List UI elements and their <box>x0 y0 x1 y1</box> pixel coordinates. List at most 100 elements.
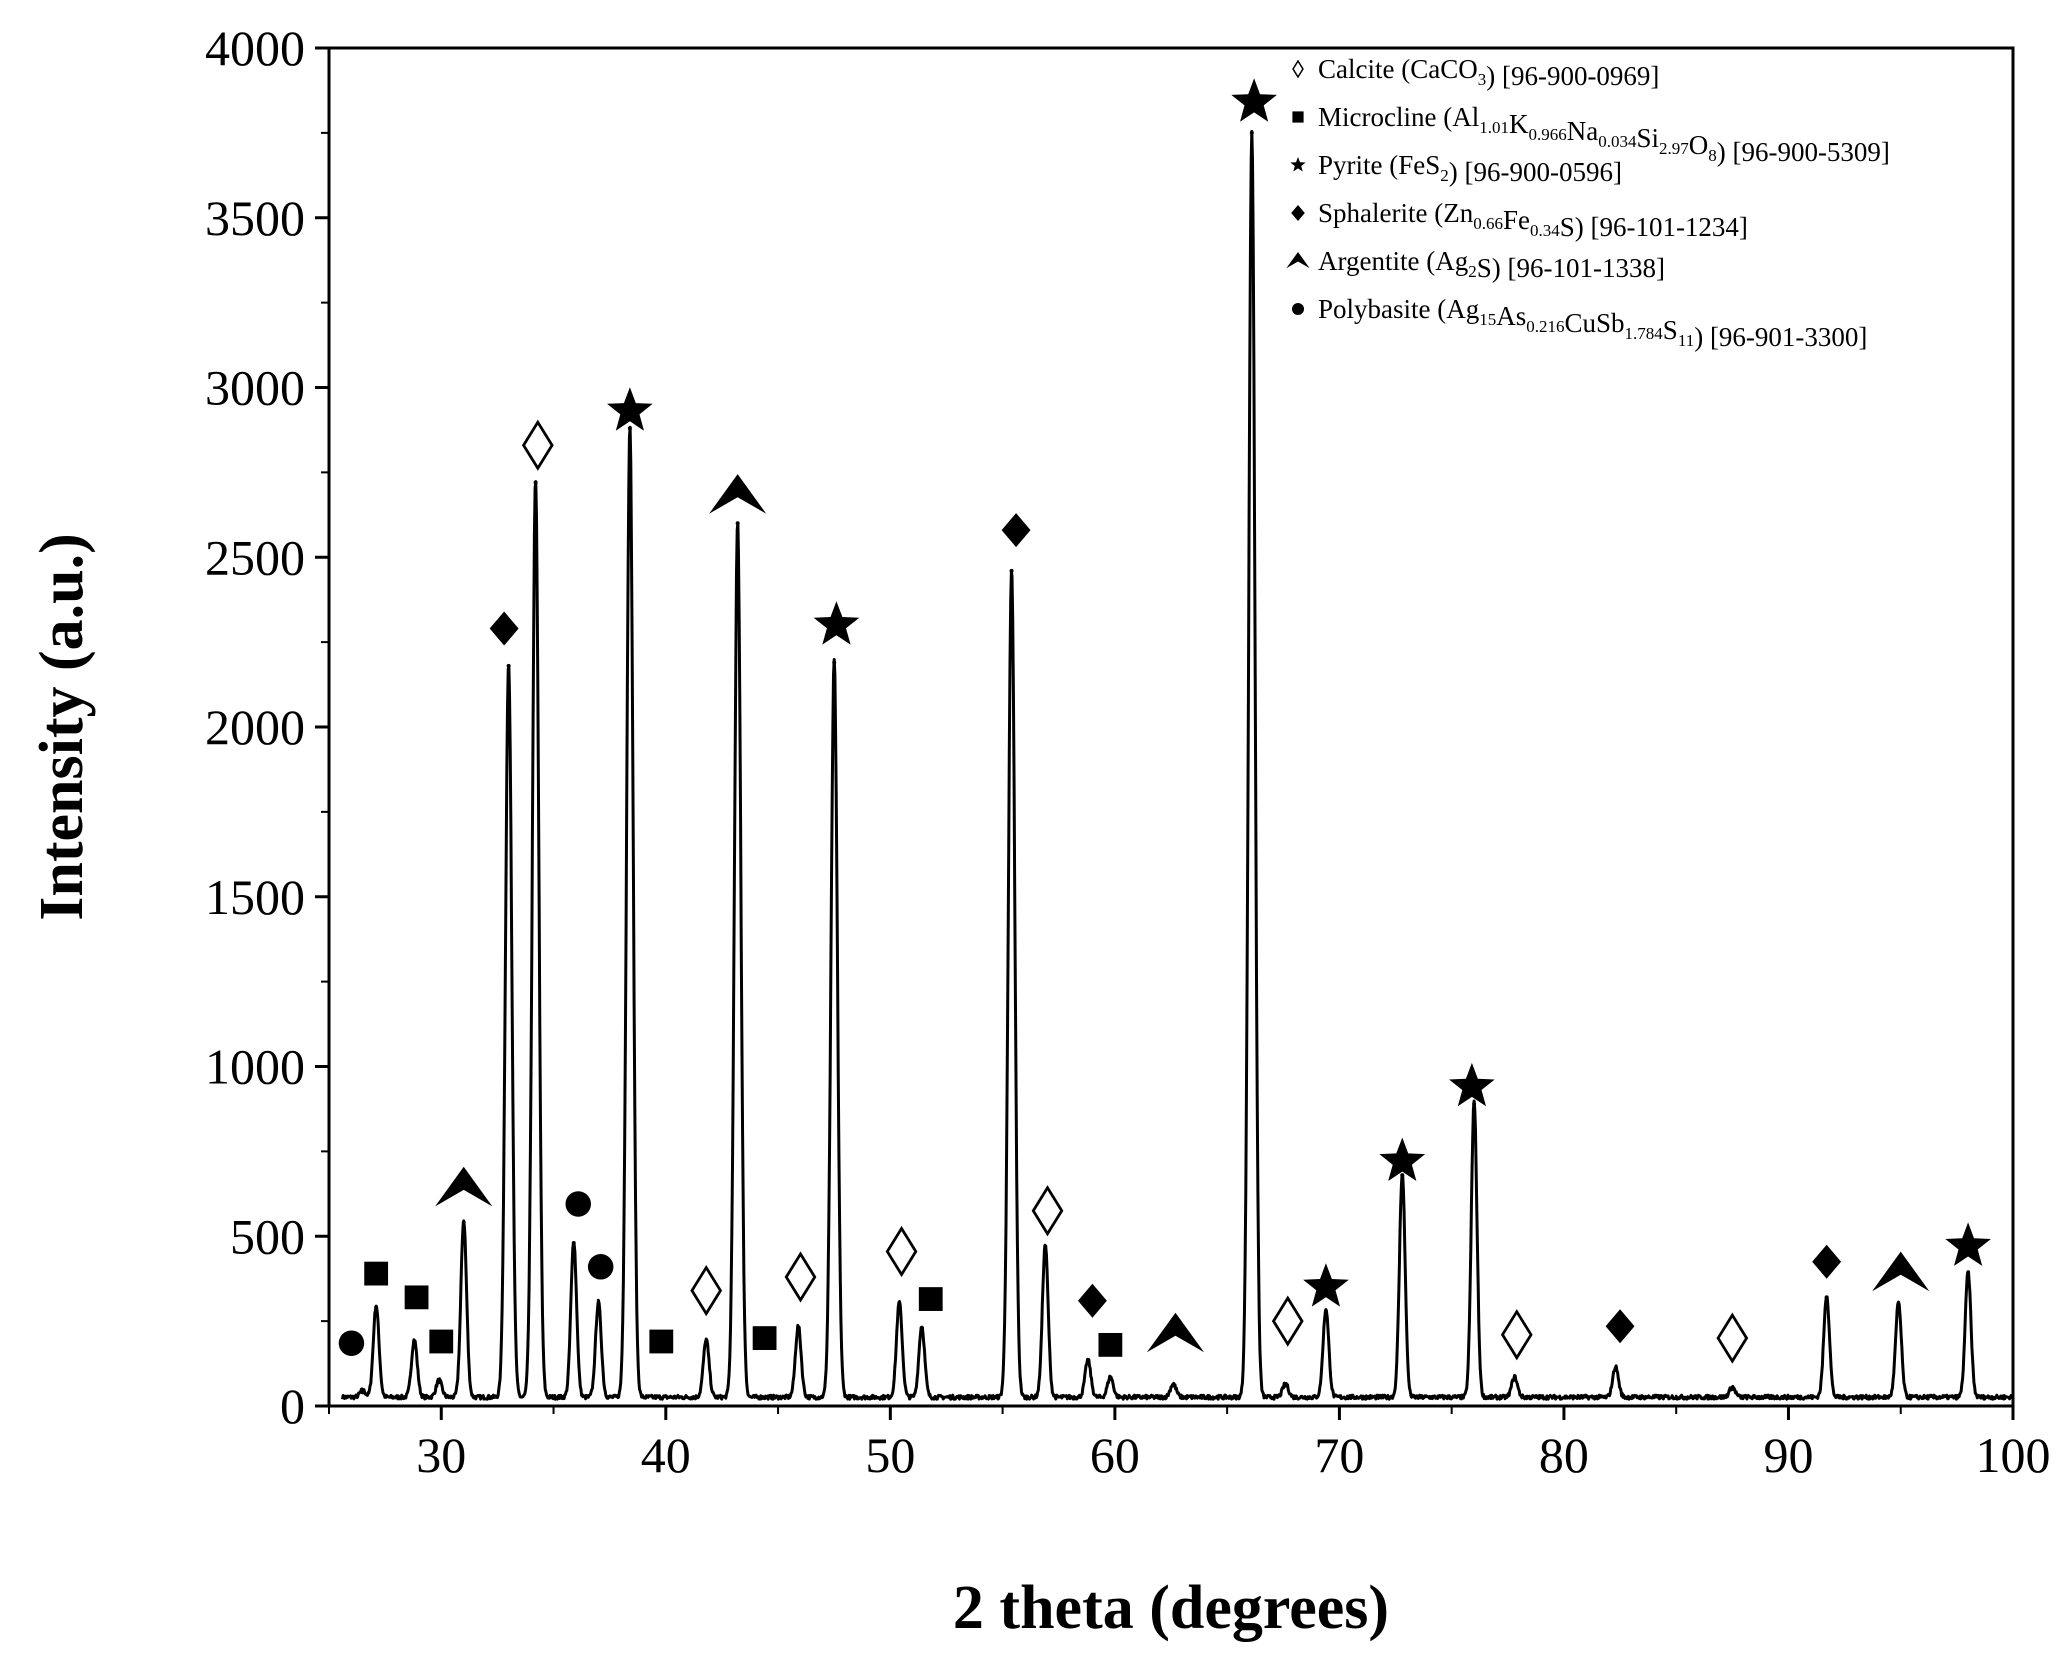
peak-point <box>919 1325 924 1330</box>
peak-point <box>1085 1359 1090 1364</box>
peak-point <box>704 1339 709 1344</box>
legend-calcite-icon <box>1292 59 1304 79</box>
peak-point <box>1896 1302 1901 1307</box>
legend-entry-polybasite: Polybasite (Ag15As0.216CuSb1.784S11) [96… <box>1318 294 1867 352</box>
peak-point <box>1824 1295 1829 1300</box>
x-axis-title: 2 theta (degrees) <box>953 1574 1389 1642</box>
peak-point <box>1400 1173 1405 1178</box>
calcite-marker <box>521 419 554 471</box>
legend-entry-argentite: Argentite (Ag2S) [96-101-1338] <box>1318 246 1665 283</box>
pyrite-marker <box>607 387 653 431</box>
microcline-marker <box>429 1329 454 1354</box>
peak-point <box>1966 1271 1971 1276</box>
peak-point <box>897 1302 902 1307</box>
legend-polybasite-icon <box>1292 303 1304 315</box>
calcite-marker <box>690 1264 723 1317</box>
polybasite-marker <box>565 1191 591 1217</box>
sphalerite-marker <box>1812 1244 1842 1279</box>
legend-entry-calcite: Calcite (CaCO3) [96-900-0969] <box>1318 54 1659 91</box>
peak-point <box>533 480 538 485</box>
calcite-marker <box>1716 1312 1749 1364</box>
peak-point <box>832 660 837 665</box>
calcite-marker <box>885 1225 918 1278</box>
pyrite-marker <box>1231 78 1277 122</box>
microcline-marker <box>918 1287 943 1311</box>
peak-point <box>735 521 740 526</box>
microcline-marker <box>404 1285 429 1310</box>
pattern-layer <box>341 130 2014 1401</box>
y-tick-label: 1000 <box>205 1039 305 1095</box>
sphalerite-marker <box>1077 1283 1107 1318</box>
argentite-marker <box>435 1166 493 1207</box>
sphalerite-marker <box>1605 1309 1635 1344</box>
pyrite-marker <box>1379 1137 1426 1181</box>
legend-sphalerite-icon <box>1291 205 1305 221</box>
microcline-marker <box>649 1329 674 1354</box>
legend-entry-microcline: Microcline (Al1.01K0.966Na0.034Si2.97O8)… <box>1318 102 1890 167</box>
peak-marker-layer <box>338 78 1991 1364</box>
peak-point <box>360 1390 365 1395</box>
polybasite-marker <box>338 1330 365 1356</box>
x-tick-label: 70 <box>1314 1427 1364 1483</box>
peak-point <box>506 663 511 668</box>
peak-point <box>1171 1383 1176 1388</box>
peak-point <box>1512 1376 1517 1381</box>
peak-point <box>461 1220 466 1225</box>
peak-point <box>596 1302 601 1307</box>
x-tick-label: 80 <box>1539 1427 1589 1483</box>
y-tick-label: 0 <box>280 1378 305 1434</box>
axis-tick-layer: 30 40 50 60 70 80 90 10005001000150020002500300… <box>205 20 2051 1483</box>
peak-point <box>412 1339 417 1344</box>
y-tick-label: 2500 <box>205 529 305 585</box>
argentite-marker <box>709 474 767 514</box>
x-tick-label: 60 <box>1090 1427 1140 1483</box>
legend-microcline-icon <box>1292 111 1304 123</box>
calcite-marker <box>784 1251 817 1303</box>
y-tick-label: 2000 <box>205 699 305 755</box>
y-tick-label: 3000 <box>205 360 305 416</box>
y-axis-title: Intensity (a.u.) <box>28 533 96 921</box>
y-tick-label: 3500 <box>205 190 305 246</box>
polybasite-marker <box>587 1254 614 1280</box>
sphalerite-marker <box>1001 513 1031 548</box>
microcline-marker <box>364 1261 389 1286</box>
calcite-marker <box>1500 1309 1533 1361</box>
pyrite-marker <box>1303 1263 1349 1307</box>
argentite-marker <box>1872 1251 1930 1292</box>
peak-point <box>1730 1387 1735 1392</box>
x-tick-label: 50 <box>865 1427 915 1483</box>
pyrite-marker <box>813 601 860 645</box>
peak-point <box>1108 1376 1113 1381</box>
argentite-marker <box>1146 1312 1205 1353</box>
x-tick-label: 90 <box>1763 1427 1813 1483</box>
x-tick-label: 30 <box>416 1427 466 1483</box>
peak-point <box>1472 1101 1477 1106</box>
peak-point <box>437 1380 442 1385</box>
pyrite-marker <box>1945 1222 1991 1266</box>
y-tick-label: 4000 <box>205 20 305 76</box>
peak-point <box>1249 130 1254 135</box>
legend: Calcite (CaCO3) [96-900-0969] Microcline … <box>1286 54 1890 352</box>
y-tick-label: 1500 <box>205 869 305 925</box>
legend-argentite-icon <box>1286 252 1310 269</box>
x-tick-label: 40 <box>641 1427 691 1483</box>
legend-pyrite-icon <box>1290 157 1306 172</box>
peak-point <box>1009 568 1014 573</box>
legend-entry-pyrite: Pyrite (FeS2) [96-900-0596] <box>1318 150 1622 187</box>
legend-entry-sphalerite: Sphalerite (Zn0.66Fe0.34S) [96-101-1234] <box>1318 198 1748 242</box>
peak-point <box>627 426 632 431</box>
peak-point <box>374 1305 379 1310</box>
y-tick-label: 500 <box>230 1208 305 1264</box>
microcline-marker <box>1098 1332 1123 1357</box>
microcline-marker <box>752 1326 777 1350</box>
peak-point <box>1043 1244 1048 1249</box>
peak-point <box>1283 1383 1288 1388</box>
peak-point <box>1613 1366 1618 1371</box>
calcite-marker <box>1271 1295 1304 1347</box>
calcite-marker <box>1031 1185 1064 1237</box>
peak-point <box>796 1325 801 1330</box>
x-tick-label: 100 <box>1976 1427 2051 1483</box>
pyrite-marker <box>1449 1062 1495 1107</box>
